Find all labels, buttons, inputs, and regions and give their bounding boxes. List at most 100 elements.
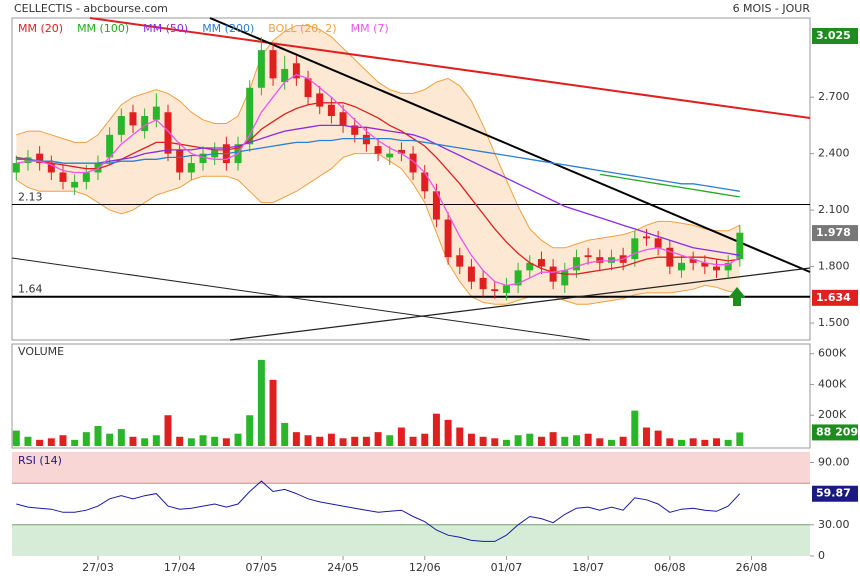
candle-body bbox=[549, 266, 557, 282]
candle-body bbox=[514, 270, 522, 286]
volume-bar bbox=[199, 435, 207, 446]
candle-body bbox=[106, 134, 114, 158]
candle-body bbox=[736, 232, 744, 260]
candle-body bbox=[386, 153, 394, 158]
volume-bar bbox=[47, 438, 55, 446]
y-tick-label: 2.700 bbox=[818, 90, 850, 103]
volume-bar bbox=[281, 422, 289, 446]
candle-body bbox=[432, 191, 440, 220]
volume-bar bbox=[129, 436, 137, 446]
candle-body bbox=[187, 163, 195, 173]
volume-bar bbox=[619, 436, 627, 446]
volume-bar bbox=[152, 435, 160, 446]
volume-bar bbox=[12, 430, 20, 446]
y-tick-label: 2.100 bbox=[818, 203, 850, 216]
y-tick-label: 30.00 bbox=[818, 518, 850, 531]
price-badge bbox=[812, 28, 858, 44]
candle-body bbox=[397, 149, 405, 154]
candle-body bbox=[701, 262, 709, 267]
volume-bar bbox=[304, 435, 312, 446]
volume-bar bbox=[234, 433, 242, 446]
candle-body bbox=[713, 266, 720, 271]
candle-body bbox=[479, 277, 487, 290]
legend-entry: MM (100) bbox=[77, 22, 129, 35]
volume-bar bbox=[141, 438, 149, 446]
y-tick-label: 400K bbox=[818, 377, 847, 390]
legend-entry: MM (50) bbox=[143, 22, 188, 35]
indicator-line bbox=[599, 173, 740, 198]
volume-bar bbox=[654, 430, 662, 446]
volume-bar bbox=[327, 433, 335, 446]
volume-bar bbox=[467, 433, 475, 446]
volume-bar bbox=[584, 433, 592, 446]
x-tick-label: 12/06 bbox=[409, 561, 441, 574]
volume-bar bbox=[689, 438, 697, 446]
candle-body bbox=[292, 63, 300, 79]
y-tick-label: 0 bbox=[818, 549, 825, 562]
y-tick-label: 600K bbox=[818, 347, 847, 360]
y-tick-label: 90.00 bbox=[818, 455, 850, 468]
candle-body bbox=[164, 112, 172, 154]
volume-bar bbox=[117, 429, 125, 446]
x-tick-label: 26/08 bbox=[736, 561, 768, 574]
candle-body bbox=[117, 116, 125, 135]
candle-body bbox=[631, 238, 639, 260]
legend-entry: BOLL (20, 2) bbox=[268, 22, 336, 35]
trend-line bbox=[229, 267, 811, 341]
volume-bar bbox=[491, 438, 499, 446]
volume-bar bbox=[36, 439, 44, 446]
x-tick-label: 27/03 bbox=[82, 561, 114, 574]
volume-bar bbox=[572, 435, 580, 446]
volume-bar bbox=[187, 438, 195, 446]
candle-body bbox=[176, 149, 184, 173]
candle-body bbox=[596, 257, 604, 263]
volume-bar bbox=[82, 432, 90, 446]
candle-body bbox=[456, 255, 464, 267]
volume-bar bbox=[59, 435, 67, 446]
panel-title: RSI (14) bbox=[18, 454, 62, 467]
x-tick-label: 17/04 bbox=[164, 561, 196, 574]
volume-bar bbox=[526, 433, 534, 446]
candle-body bbox=[257, 50, 265, 88]
candle-body bbox=[94, 163, 102, 173]
candle-body bbox=[141, 116, 149, 132]
candle-body bbox=[12, 163, 20, 173]
candle-body bbox=[304, 78, 312, 98]
candle-body bbox=[444, 219, 452, 258]
candle-body bbox=[467, 266, 475, 282]
price-badge bbox=[812, 289, 858, 306]
badge-label: 59.87 bbox=[816, 487, 851, 500]
candle-body bbox=[677, 262, 685, 271]
volume-bar bbox=[421, 433, 429, 446]
candle-body bbox=[351, 125, 359, 135]
volume-bar bbox=[607, 439, 615, 446]
rsi-zone bbox=[12, 452, 810, 484]
volume-bar bbox=[736, 432, 744, 446]
candle-body bbox=[724, 262, 732, 271]
volume-bar bbox=[222, 438, 230, 446]
candle-body bbox=[269, 50, 277, 79]
candle-body bbox=[316, 93, 324, 107]
volume-bar bbox=[502, 439, 510, 446]
y-tick-label: 2.400 bbox=[818, 147, 850, 160]
volume-bar bbox=[176, 436, 184, 446]
volume-bar bbox=[713, 438, 720, 446]
price-badge bbox=[812, 225, 858, 242]
volume-bar bbox=[351, 436, 359, 446]
volume-bar bbox=[456, 427, 464, 446]
candle-body bbox=[572, 257, 580, 271]
candle-body bbox=[129, 112, 137, 126]
y-tick-label: 200K bbox=[818, 408, 847, 421]
legend-entry: MM (200) bbox=[202, 22, 254, 35]
volume-bar bbox=[631, 410, 639, 446]
trend-line bbox=[89, 17, 811, 119]
legend-entry: MM (20) bbox=[18, 22, 63, 35]
candle-body bbox=[339, 112, 347, 126]
candle-body bbox=[526, 262, 534, 271]
candle-body bbox=[409, 153, 417, 173]
x-tick-label: 24/05 bbox=[327, 561, 359, 574]
x-tick-label: 07/05 bbox=[246, 561, 278, 574]
candle-body bbox=[491, 289, 499, 292]
volume-panel bbox=[11, 343, 811, 449]
